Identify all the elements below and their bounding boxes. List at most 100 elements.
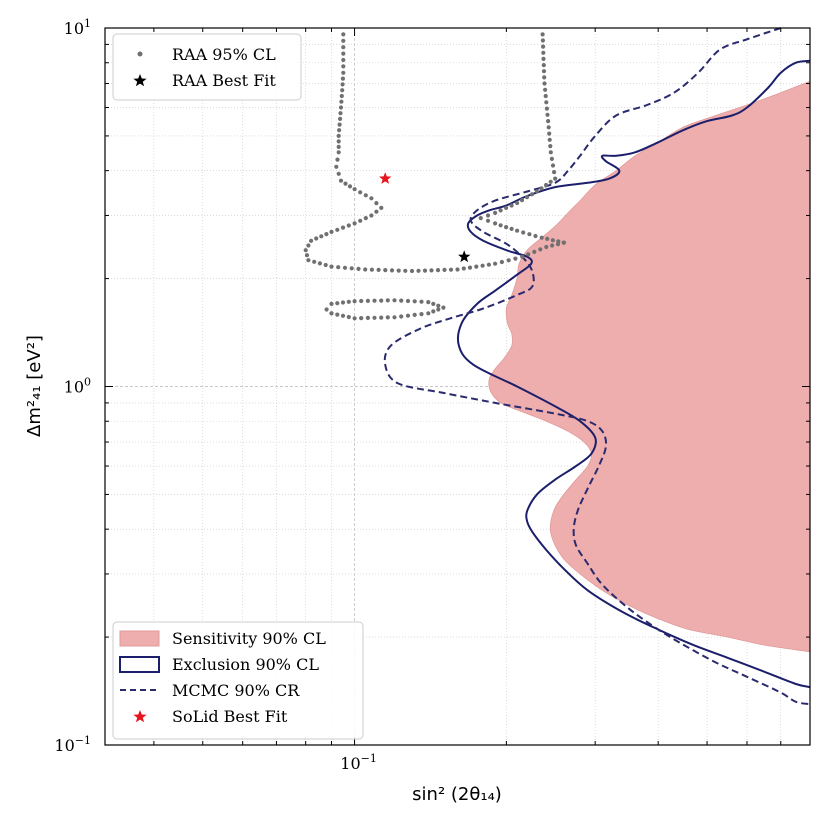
y-tick-label: 10−1 xyxy=(54,734,91,755)
raa-contour-point xyxy=(343,181,348,186)
raa-contour-point xyxy=(338,178,344,183)
raa-contour-point xyxy=(340,300,346,305)
raa-contour-point xyxy=(520,254,525,259)
legend-top: RAA 95% CL RAA Best Fit xyxy=(112,33,302,101)
raa-contour-point xyxy=(515,200,520,206)
mcmc-line xyxy=(383,27,811,706)
raa-contour-point xyxy=(334,164,339,169)
raa-contour-point xyxy=(352,187,357,192)
raa-contour-point xyxy=(532,249,537,254)
raa-contour-point xyxy=(376,267,381,272)
raa-contour-point xyxy=(534,189,540,194)
raa-contour-point xyxy=(363,193,368,198)
raa-contour-point xyxy=(323,262,328,268)
raa-contour-point xyxy=(314,236,319,241)
raa-contour-point xyxy=(442,267,447,272)
raa-contour-point xyxy=(336,139,341,144)
raa-contour-point xyxy=(509,226,514,231)
raa-contour-point xyxy=(358,218,363,223)
raa-contour-point xyxy=(365,298,370,303)
raa-contour-point xyxy=(474,264,479,269)
raa-contour-point xyxy=(369,267,374,272)
raa-contour-point xyxy=(556,239,561,244)
raa-contour-point xyxy=(527,232,532,237)
raa-contour-point xyxy=(542,81,547,86)
raa-contour-point xyxy=(341,64,346,69)
raa-contour-point xyxy=(399,314,404,319)
raa-contour-point xyxy=(347,184,353,189)
raa-contour-point xyxy=(336,144,341,149)
raa-contour-point xyxy=(461,266,466,271)
raa-contour-point xyxy=(363,267,368,272)
raa-contour-point xyxy=(338,105,344,110)
raa-contour-point xyxy=(339,93,344,99)
raa-contour-point xyxy=(529,192,535,197)
raa-contour-point xyxy=(549,156,555,161)
raa-contour-point xyxy=(509,203,514,208)
y-tick-label: 100 xyxy=(64,376,91,397)
raa-contour-point xyxy=(539,235,544,240)
raa-contour-point xyxy=(340,88,345,93)
legend-top-box xyxy=(112,33,302,101)
raa-contour-point xyxy=(547,137,552,142)
raa-contour-point xyxy=(543,87,548,92)
raa-contour-point xyxy=(544,100,549,105)
raa-contour-point xyxy=(340,313,346,318)
raa-contour-point xyxy=(324,232,329,237)
raa-contour-point xyxy=(553,176,558,181)
raa-contour-point xyxy=(359,316,364,321)
raa-contour-point xyxy=(385,298,390,303)
raa-contour-point xyxy=(550,163,556,168)
raa-contour-point xyxy=(336,265,341,270)
raa-contour-point xyxy=(340,225,346,230)
x-tick-label: 10−1 xyxy=(340,752,377,773)
raa-contour-point xyxy=(493,210,498,215)
raa-contour-point xyxy=(541,63,546,68)
raa-contour-point xyxy=(544,182,549,188)
raa-contour-point xyxy=(542,75,547,80)
raa-contour-point xyxy=(519,198,525,203)
raa-contour-point xyxy=(341,70,346,75)
raa-contour-point xyxy=(504,205,509,210)
legend-sensitivity-label: Sensitivity 90% CL xyxy=(172,629,326,648)
raa-contour-point xyxy=(341,45,346,50)
raa-contour-point xyxy=(329,311,334,316)
legend-exclusion-swatch xyxy=(119,656,160,673)
best-fit-markers xyxy=(379,172,471,263)
y-tick-label: 101 xyxy=(64,17,91,38)
raa-contour-point xyxy=(346,314,351,320)
raa-contour-point xyxy=(396,268,401,273)
raa-contour-point xyxy=(312,259,317,264)
raa-contour-point xyxy=(356,266,361,271)
raa-contour-point xyxy=(521,230,526,235)
raa-contour-point xyxy=(513,256,518,261)
raa-contour-point xyxy=(526,252,531,257)
raa-contour-point xyxy=(341,32,346,37)
raa-contour-point xyxy=(426,300,431,305)
raa-contour-point xyxy=(409,268,415,274)
raa-contour-point xyxy=(379,298,384,303)
raa-contour-point xyxy=(379,205,384,210)
raa-contour-point xyxy=(539,186,544,191)
raa-contour-point xyxy=(338,111,343,116)
raa-contour-point xyxy=(359,298,364,304)
raa-contour-point xyxy=(369,196,374,201)
raa-contour-point xyxy=(352,299,357,304)
legend-solid-best-label: SoLid Best Fit xyxy=(172,707,288,726)
raa-contour-point xyxy=(369,213,374,218)
raa-contour-point xyxy=(561,240,566,245)
raa-contour-point xyxy=(346,223,351,228)
raa-contour-point xyxy=(540,38,546,43)
legend-sensitivity-swatch xyxy=(119,630,160,647)
raa-contour-point xyxy=(448,267,454,272)
raa-contour-point xyxy=(412,299,417,304)
raa-contour-point xyxy=(335,157,340,162)
raa-contour-point xyxy=(329,264,334,269)
raa-contour-point xyxy=(545,236,550,241)
raa-contour-point xyxy=(341,38,346,43)
raa-contour-point xyxy=(339,99,344,104)
raa-contour-point xyxy=(546,125,551,130)
raa-contour-point xyxy=(372,315,377,320)
raa-contour-point xyxy=(548,144,553,149)
